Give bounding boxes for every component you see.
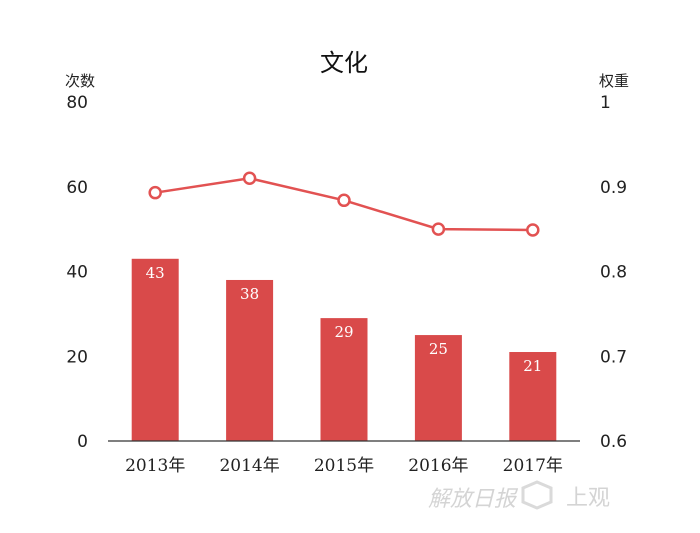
x-tick-label: 2015年 <box>314 456 374 476</box>
x-tick-label: 2017年 <box>503 456 563 476</box>
weight-point-2014年 <box>242 171 257 186</box>
y-left-tick-label: 20 <box>66 347 88 367</box>
y-left-ticks: 0 20 40 60 80 <box>66 93 88 452</box>
y-right-tick-label: 0.9 <box>600 178 627 198</box>
bar-2016年 <box>414 335 462 441</box>
y-right-axis-label: 权重 <box>599 72 629 90</box>
x-tick-label: 2016年 <box>408 456 468 476</box>
y-left-axis-label: 次数 <box>65 72 95 90</box>
weight-point-2015年 <box>337 193 351 208</box>
weight-point-2013年 <box>148 185 162 200</box>
x-tick-label: 2014年 <box>219 456 279 476</box>
bar-value-label: 29 <box>334 323 353 341</box>
y-left-tick-label: 80 <box>66 93 88 113</box>
y-right-tick-label: 0.7 <box>600 347 627 367</box>
y-right-ticks: 0.6 0.7 0.8 0.9 1 <box>600 93 627 452</box>
watermark-left-text: 解放日报 <box>428 487 519 512</box>
y-left-tick-label: 40 <box>66 263 88 283</box>
y-right-tick-label: 0.8 <box>600 263 627 283</box>
watermark-right-text: 上观 <box>566 486 610 511</box>
bar-value-label: 21 <box>523 357 542 375</box>
bar-2017年 <box>509 352 557 441</box>
bar-data-labels: 43 38 29 25 21 <box>146 264 543 375</box>
x-tick-label: 2013年 <box>125 456 185 476</box>
bar-2013年 <box>131 258 179 441</box>
bar-value-label: 25 <box>429 340 448 358</box>
watermark: 解放日报 上观 <box>428 480 610 512</box>
y-right-tick-label: 0.6 <box>600 432 627 452</box>
weight-point-2016年 <box>431 222 446 236</box>
x-tick-labels: 2013年 2014年 2015年 2016年 2017年 <box>125 456 563 476</box>
y-left-tick-label: 0 <box>77 432 88 452</box>
bar-value-label: 43 <box>146 264 165 282</box>
bar-value-label: 38 <box>240 285 259 303</box>
watermark-logo-icon <box>521 480 553 510</box>
bar-2014年 <box>226 279 274 441</box>
y-right-tick-label: 1 <box>600 93 611 113</box>
bar-series <box>131 258 557 441</box>
y-left-tick-label: 60 <box>66 178 88 198</box>
weight-point-2017年 <box>526 223 540 237</box>
chart-title: 文化 <box>320 49 368 77</box>
bar-2015年 <box>320 318 368 441</box>
line-series <box>148 171 540 237</box>
